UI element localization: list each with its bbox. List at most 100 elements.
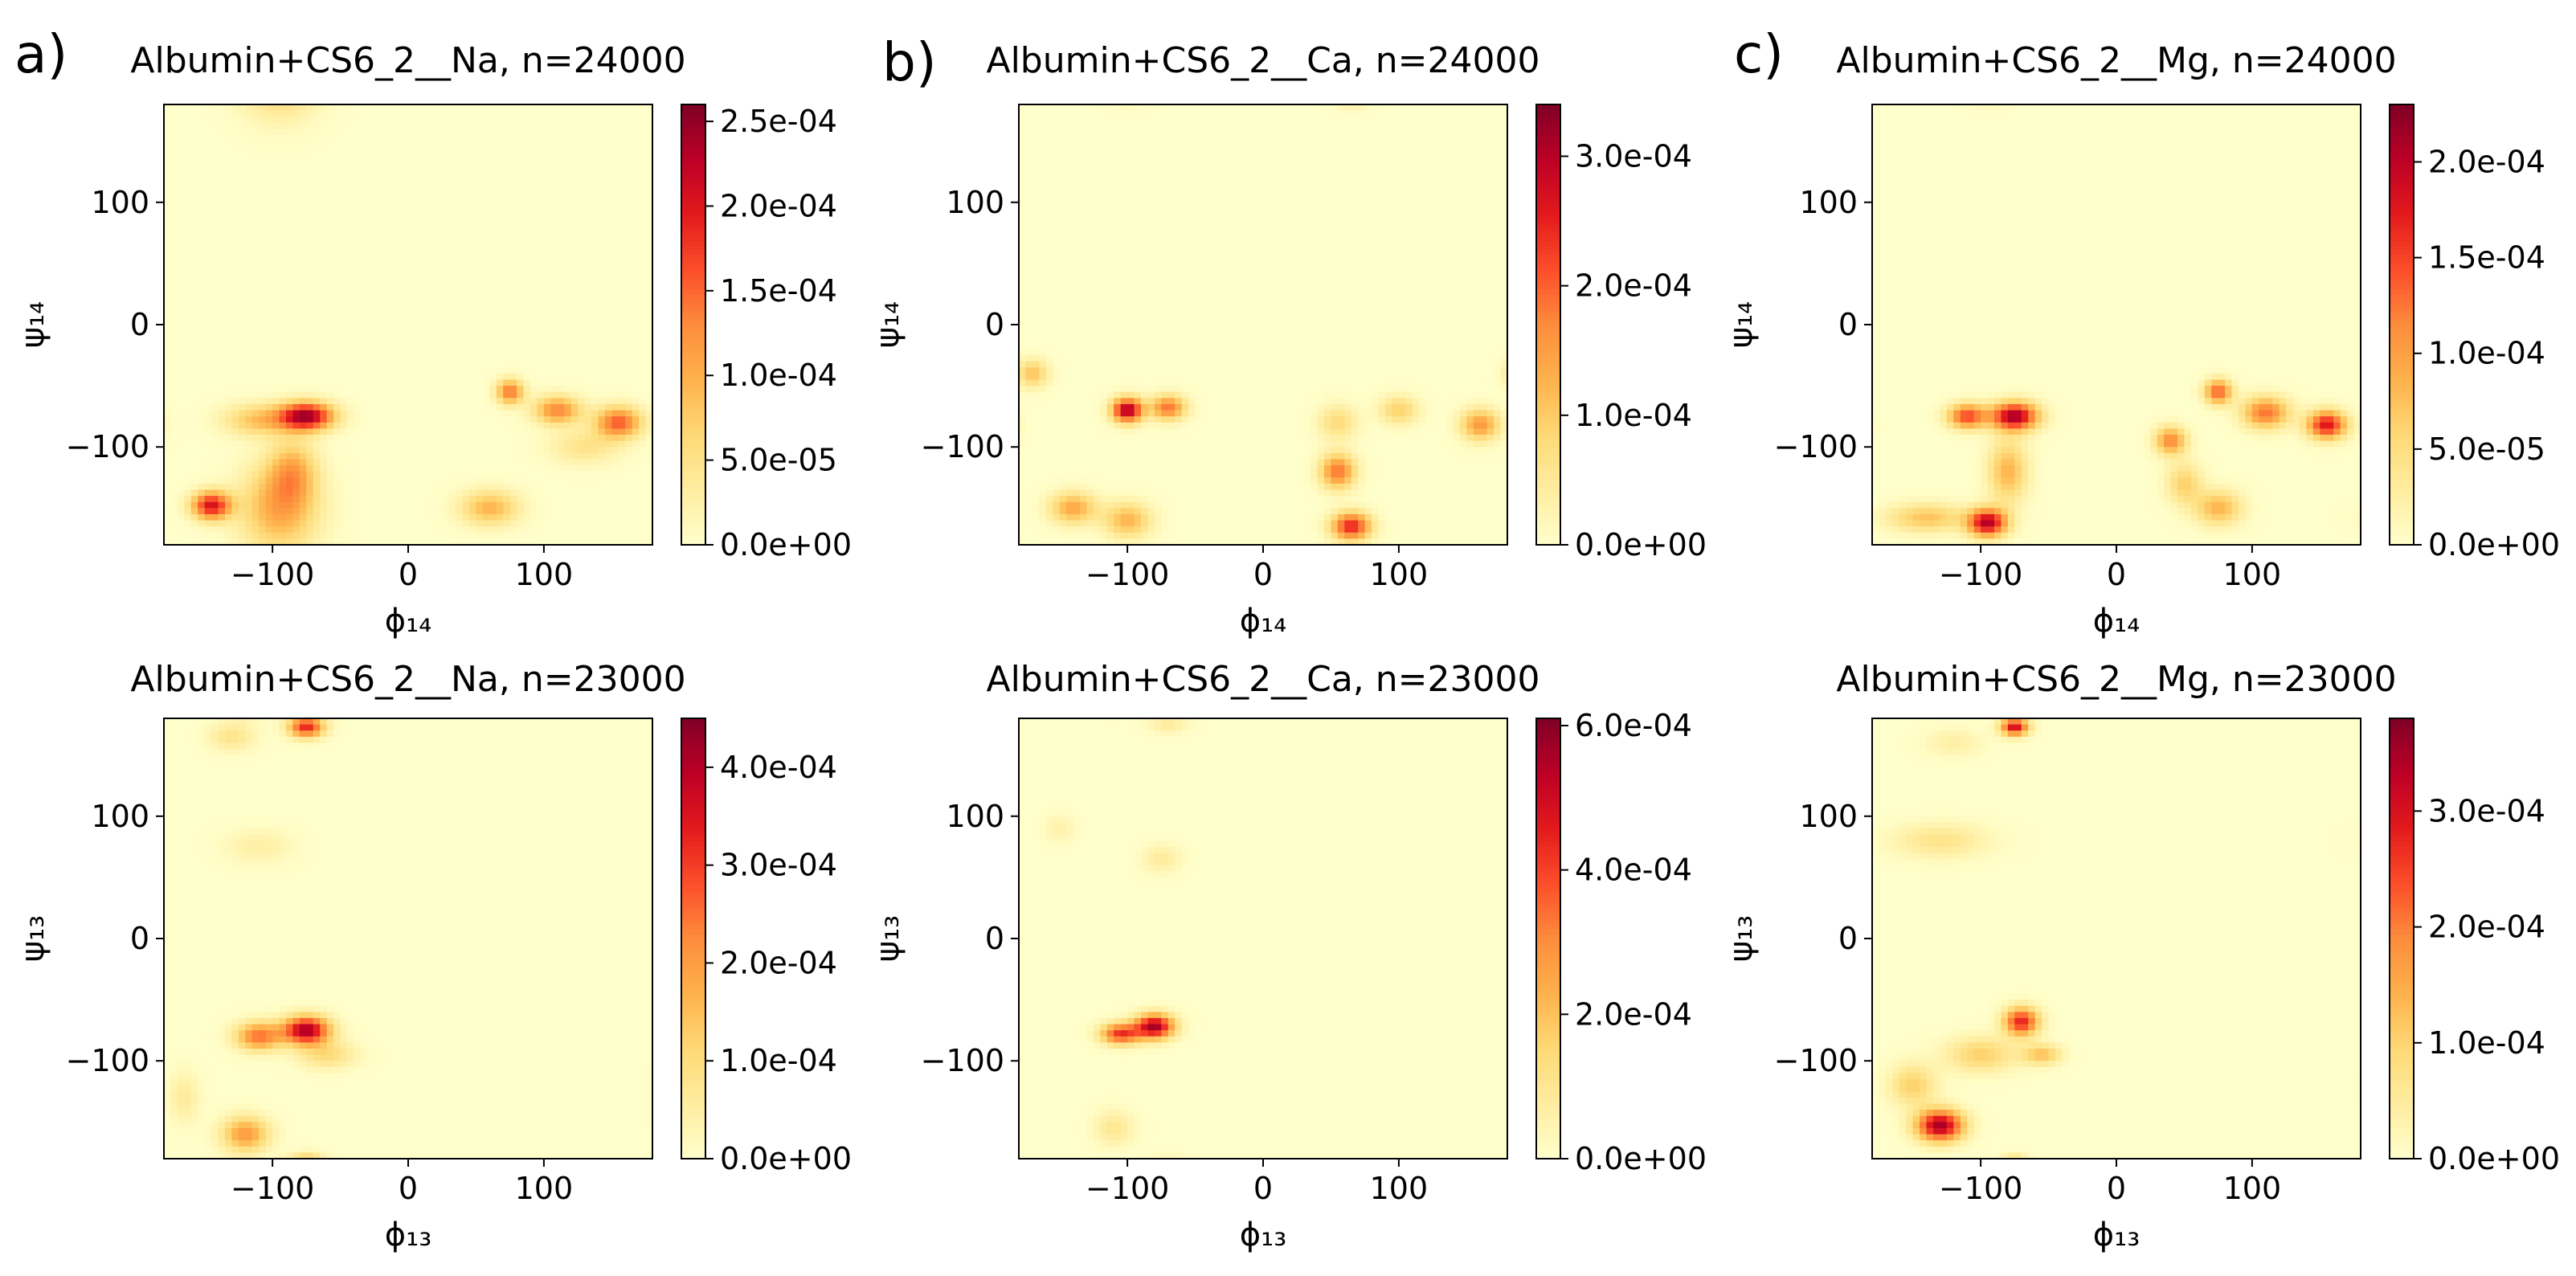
heatmap-cell [177,349,185,356]
heatmap-cell [442,147,450,154]
heatmap-cell [421,373,429,381]
heatmap-cell [408,135,416,142]
heatmap-cell [333,435,341,442]
heatmap-cell [537,220,545,227]
heatmap-cell [509,208,517,215]
heatmap-cell [354,288,362,295]
heatmap-cell [272,501,280,509]
heatmap-cell [306,276,314,283]
heatmap-cell [204,496,212,503]
heatmap-cell [564,538,572,546]
heatmap-cell [584,276,592,283]
heatmap-cell [340,215,348,222]
heatmap-cell [591,459,599,466]
heatmap-cell [496,239,504,246]
heatmap-cell [360,373,368,381]
heatmap-cell [503,263,511,271]
heatmap-cell [374,215,382,222]
heatmap-cell [530,293,538,301]
heatmap-cell [591,263,599,271]
heatmap-cell [286,263,294,271]
heatmap-cell [564,465,572,472]
heatmap-cell [184,166,192,173]
heatmap-cell [564,227,572,234]
heatmap-cell [333,129,341,136]
heatmap-cell [557,349,565,356]
heatmap-cell [326,257,334,264]
heatmap-cell [578,403,586,411]
heatmap-cell [198,276,206,283]
heatmap-cell [584,361,592,368]
heatmap-cell [496,532,504,539]
heatmap-cell [387,141,395,148]
heatmap-cell [421,306,429,313]
heatmap-cell [238,483,246,491]
heatmap-cell [381,501,389,509]
heatmap-cell [225,526,233,534]
heatmap-cell [306,440,314,448]
heatmap-cell [611,508,619,515]
heatmap-cell [570,526,579,534]
heatmap-cell [408,452,416,460]
heatmap-cell [469,325,477,332]
heatmap-cell [442,288,450,295]
heatmap-cell [204,361,212,368]
heatmap-cell [374,471,382,478]
heatmap-cell [415,110,423,117]
heatmap-cell [578,513,586,521]
heatmap-cell [313,349,321,356]
heatmap-cell [448,171,456,178]
heatmap-cell [543,520,551,527]
heatmap-cell [211,318,219,325]
heatmap-cell [395,435,403,442]
heatmap-cell [503,422,511,429]
heatmap-cell [537,147,545,154]
heatmap-cell [326,452,334,460]
heatmap-cell [618,245,626,252]
heatmap-cell [598,251,606,258]
heatmap-cell [198,422,206,429]
heatmap-cell [360,141,368,148]
heatmap-cell [245,245,253,252]
heatmap-cell [462,190,470,197]
heatmap-cell [469,477,477,485]
heatmap-cell [537,288,545,295]
heatmap-cell [333,477,341,485]
heatmap-cell [584,183,592,191]
heatmap-cell [387,293,395,301]
heatmap-cell [251,459,260,466]
heatmap-cell [164,471,172,478]
heatmap-cell [625,508,633,515]
heatmap-cell [625,263,633,271]
heatmap-cell [476,220,484,227]
heatmap-cell [611,532,619,539]
heatmap-cell [251,220,260,227]
heatmap-cell [204,220,212,227]
heatmap-cell [530,276,538,283]
heatmap-cell [354,496,362,503]
heatmap-cell [177,361,185,368]
heatmap-cell [503,257,511,264]
heatmap-cell [550,483,558,491]
heatmap-cell [618,496,626,503]
heatmap-cell [550,141,558,148]
heatmap-cell [517,398,525,405]
heatmap-cell [286,501,294,509]
heatmap-cell [204,508,212,515]
heatmap-cell [564,342,572,350]
heatmap-cell [570,520,579,527]
heatmap-cell [428,410,436,417]
heatmap-cell [198,147,206,154]
heatmap-cell [442,122,450,130]
heatmap-cell [401,178,409,185]
heatmap-cell [421,257,429,264]
heatmap-cell [578,428,586,436]
heatmap-cell [550,361,558,368]
heatmap-cell [476,208,484,215]
heatmap-cell [482,141,490,148]
heatmap-cell [517,337,525,344]
heatmap-cell [164,459,172,466]
heatmap-cell [292,403,301,411]
heatmap-cell [387,104,395,112]
heatmap-cell [469,178,477,185]
